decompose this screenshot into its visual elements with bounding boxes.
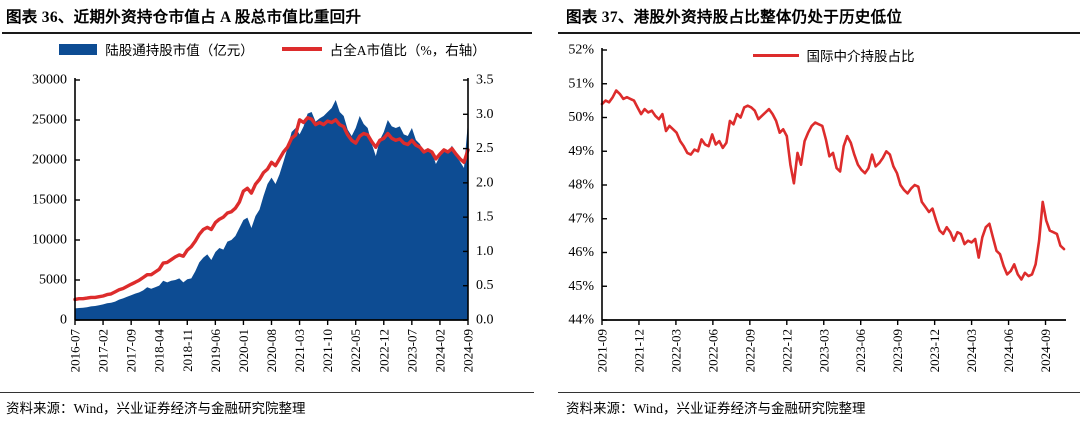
svg-text:0: 0 <box>60 313 67 328</box>
svg-text:51%: 51% <box>568 76 594 91</box>
svg-text:2023-12: 2023-12 <box>927 329 942 372</box>
figure-37-legend: 国际中介持股占比 <box>602 45 1065 65</box>
svg-text:2020-01: 2020-01 <box>236 329 251 372</box>
svg-text:2017-02: 2017-02 <box>96 329 111 372</box>
svg-text:2.5: 2.5 <box>476 141 494 156</box>
figure-37-title-divider <box>558 32 1080 34</box>
svg-text:2.0: 2.0 <box>476 175 494 190</box>
legend-label-holdings: 陆股通持股市值（亿元） <box>105 43 254 58</box>
svg-text:0.5: 0.5 <box>476 278 494 293</box>
svg-text:1.0: 1.0 <box>476 244 494 259</box>
figure-37-chart: 国际中介持股占比 44% 45% 46% 47% 48% 49% 50% 51% 52% 2021… <box>540 34 1080 392</box>
svg-text:2022-06: 2022-06 <box>705 329 720 373</box>
svg-text:2024-06: 2024-06 <box>1001 329 1016 373</box>
svg-text:2017-09: 2017-09 <box>124 329 139 372</box>
svg-text:2024-03: 2024-03 <box>964 329 979 372</box>
svg-text:2024-09: 2024-09 <box>1038 329 1053 372</box>
figure-36-source-divider <box>0 392 534 393</box>
svg-text:3.5: 3.5 <box>476 73 494 88</box>
svg-text:30000: 30000 <box>32 73 67 88</box>
svg-text:2023-07: 2023-07 <box>404 329 419 373</box>
svg-text:48%: 48% <box>568 178 594 193</box>
svg-text:2020-08: 2020-08 <box>264 329 279 372</box>
svg-text:5000: 5000 <box>39 273 67 288</box>
svg-text:25000: 25000 <box>32 113 67 128</box>
svg-text:2022-05: 2022-05 <box>348 329 363 372</box>
figure-37-title: 图表 37、港股外资持股占比整体仍处于历史低位 <box>566 9 903 26</box>
svg-text:2024-02: 2024-02 <box>432 329 447 372</box>
red-line-swatch-icon <box>281 47 322 51</box>
figure-36-plot: 0 5000 10000 15000 20000 25000 30000 0.0 0.5 1.0 1… <box>32 73 494 373</box>
svg-text:2018-04: 2018-04 <box>152 329 167 373</box>
svg-text:2024-09: 2024-09 <box>461 329 476 372</box>
legend-item-intermediary: 国际中介持股占比 <box>752 45 915 65</box>
svg-text:2016-07: 2016-07 <box>68 329 83 373</box>
svg-text:2022-12: 2022-12 <box>779 329 794 372</box>
svg-text:44%: 44% <box>568 313 594 328</box>
svg-text:15000: 15000 <box>32 193 67 208</box>
blue-area-swatch-icon <box>59 43 98 55</box>
legend-label-ratio: 占全A市值比（%，右轴） <box>329 43 486 58</box>
svg-text:2021-12: 2021-12 <box>631 329 646 372</box>
figure-36-title: 图表 36、近期外资持仓市值占 A 股总市值比重回升 <box>6 9 362 26</box>
svg-text:2022-09: 2022-09 <box>742 329 757 372</box>
svg-text:2019-06: 2019-06 <box>208 329 223 373</box>
svg-text:1.5: 1.5 <box>476 210 494 225</box>
figure-36-panel: 图表 36、近期外资持仓市值占 A 股总市值比重回升 陆股通持股市值（亿元） 占… <box>0 0 540 417</box>
svg-text:45%: 45% <box>568 279 594 294</box>
red-line-swatch-icon <box>752 53 799 57</box>
figure-37-source: 资料来源：Wind，兴业证券经济与金融研究院整理 <box>566 401 866 416</box>
svg-text:0.0: 0.0 <box>476 313 494 328</box>
svg-text:46%: 46% <box>568 245 594 260</box>
figure-36-chart: 陆股通持股市值（亿元） 占全A市值比（%，右轴） 0 5000 10000 15000… <box>0 34 540 392</box>
figure-36-source: 资料来源：Wind，兴业证券经济与金融研究院整理 <box>6 401 306 416</box>
figure-36-legend: 陆股通持股市值（亿元） 占全A市值比（%，右轴） <box>59 39 486 59</box>
svg-text:2022-03: 2022-03 <box>668 329 683 372</box>
figure-36-title-divider <box>2 32 532 34</box>
svg-text:20000: 20000 <box>32 153 67 168</box>
svg-text:2023-06: 2023-06 <box>853 329 868 373</box>
svg-text:2022-12: 2022-12 <box>376 329 391 372</box>
svg-text:52%: 52% <box>568 43 594 58</box>
svg-text:47%: 47% <box>568 211 594 226</box>
svg-text:2023-03: 2023-03 <box>816 329 831 372</box>
svg-text:3.0: 3.0 <box>476 107 494 122</box>
legend-item-ratio: 占全A市值比（%，右轴） <box>281 39 486 59</box>
svg-text:2021-10: 2021-10 <box>320 329 335 372</box>
svg-text:2021-09: 2021-09 <box>595 329 610 372</box>
legend-label-intermediary: 国际中介持股占比 <box>806 49 915 64</box>
figure-37-source-divider <box>558 392 1080 393</box>
svg-text:49%: 49% <box>568 144 594 159</box>
svg-text:2018-11: 2018-11 <box>180 329 195 372</box>
figure-37-panel: 图表 37、港股外资持股占比整体仍处于历史低位 国际中介持股占比 44% 45% 4… <box>540 0 1080 417</box>
figure-37-plot: 44% 45% 46% 47% 48% 49% 50% 51% 52% 2021-09 2021-1… <box>568 43 1066 373</box>
svg-text:50%: 50% <box>568 110 594 125</box>
svg-text:2023-09: 2023-09 <box>890 329 905 372</box>
svg-text:2021-03: 2021-03 <box>292 329 307 372</box>
legend-item-holdings: 陆股通持股市值（亿元） <box>59 39 254 59</box>
svg-text:10000: 10000 <box>32 233 67 248</box>
